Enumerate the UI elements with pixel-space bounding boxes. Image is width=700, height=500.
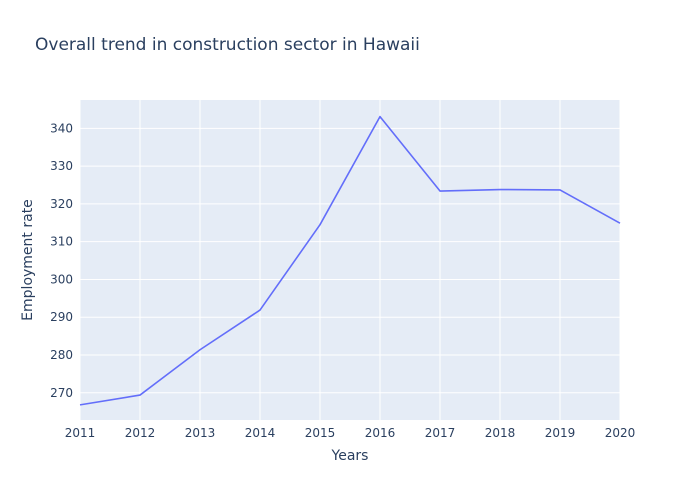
x-tick-label: 2014 [245, 426, 276, 440]
chart-title: Overall trend in construction sector in … [35, 35, 420, 55]
y-tick-label: 290 [50, 310, 73, 324]
y-tick-label: 270 [50, 386, 73, 400]
y-tick-label: 340 [50, 121, 73, 135]
y-axis-title: Employment rate [20, 199, 36, 321]
x-tick-label: 2016 [365, 426, 396, 440]
x-tick-label: 2018 [485, 426, 516, 440]
x-tick-label: 2020 [605, 426, 636, 440]
x-axis-title: Years [331, 448, 369, 464]
x-axis-ticks: 2011 2012 2013 2014 2015 2016 2017 2018 2019 2020 [65, 426, 636, 440]
plot-area [80, 100, 620, 420]
x-tick-label: 2013 [185, 426, 216, 440]
grid-lines [79, 100, 621, 420]
y-axis-ticks: 270 280 290 300 310 320 330 340 [50, 121, 73, 399]
y-tick-label: 300 [50, 272, 73, 286]
y-tick-label: 310 [50, 235, 73, 249]
series-line [79, 115, 621, 406]
y-tick-label: 320 [50, 197, 73, 211]
x-tick-label: 2015 [305, 426, 336, 440]
x-tick-label: 2012 [125, 426, 156, 440]
x-tick-label: 2019 [545, 426, 576, 440]
x-tick-label: 2011 [65, 426, 96, 440]
y-tick-label: 280 [50, 348, 73, 362]
y-tick-label: 330 [50, 159, 73, 173]
x-tick-label: 2017 [425, 426, 456, 440]
